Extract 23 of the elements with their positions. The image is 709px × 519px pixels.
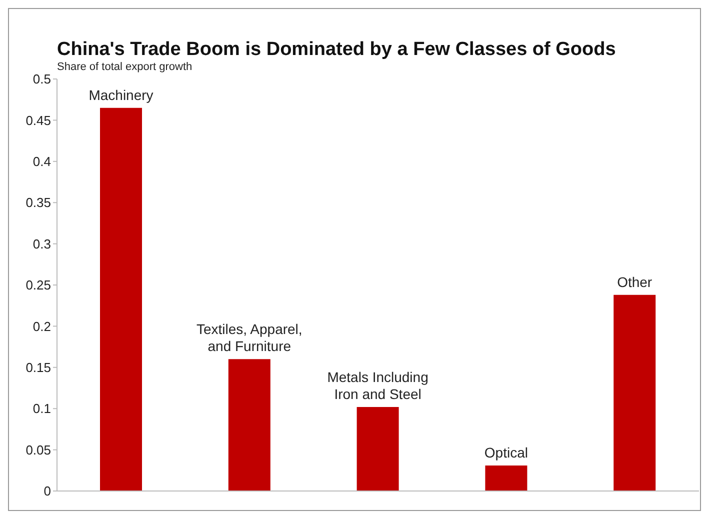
x-tick-label: Other xyxy=(617,274,652,290)
y-tick-label: 0.05 xyxy=(26,442,51,458)
y-tick-label: 0.5 xyxy=(32,72,51,87)
bar xyxy=(614,294,656,491)
chart-subtitle: Share of total export growth xyxy=(57,61,192,73)
x-tick-label: Optical xyxy=(484,444,528,460)
bar xyxy=(100,108,142,491)
y-tick-label: 0.1 xyxy=(32,401,51,416)
y-tick-label: 0 xyxy=(44,484,51,499)
bar xyxy=(356,406,399,491)
y-tick-label: 0.4 xyxy=(32,154,51,170)
bar xyxy=(485,465,528,491)
chart-title: China's Trade Boom is Dominated by a Few Classes of Goods xyxy=(57,39,616,61)
x-tick-label: Metals Including Iron and Steel xyxy=(327,368,428,402)
y-tick-label: 0.2 xyxy=(32,318,51,334)
y-tick-label: 0.35 xyxy=(26,195,51,210)
y-tick-label: 0.15 xyxy=(26,360,51,376)
y-tick-label: 0.3 xyxy=(32,236,51,252)
bar xyxy=(228,359,270,491)
y-tick-label: 0.45 xyxy=(26,112,51,128)
y-tick-label: 0.25 xyxy=(26,278,51,293)
x-tick-label: Textiles, Apparel, and Furniture xyxy=(196,321,302,354)
x-tick-label: Machinery xyxy=(88,86,154,103)
